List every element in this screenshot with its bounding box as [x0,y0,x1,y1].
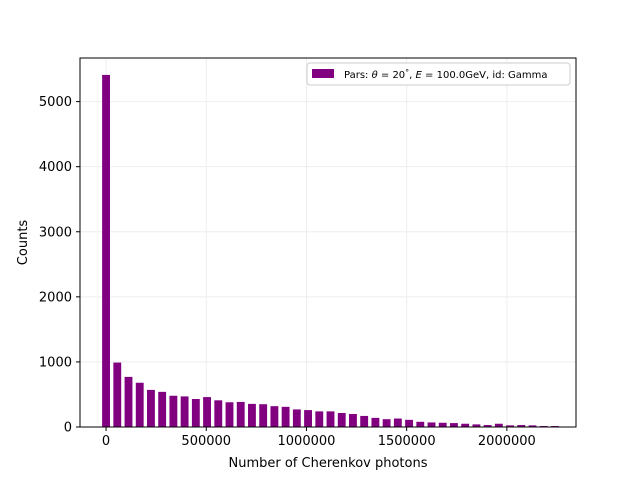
y-tick-label: 4000 [39,160,72,175]
legend-energy-symbol: E [416,70,423,81]
y-tick-label: 3000 [39,225,72,240]
grid-lines [80,58,576,428]
histogram-bar [304,410,312,427]
histogram-bar [461,423,470,427]
histogram-bar [113,362,122,427]
legend-prefix: Pars: [344,70,372,81]
histogram-bar [326,411,335,427]
histogram-bar [483,425,492,427]
histogram-bar [169,395,178,427]
x-tick-label: 0 [102,434,110,449]
x-tick-label: 1500000 [378,434,436,449]
histogram-bar [382,419,391,427]
histogram-bar [292,409,301,427]
histogram-bar [506,425,514,427]
y-tick-label: 0 [64,421,72,436]
histogram-bar [494,423,503,427]
histogram-bar [393,418,402,427]
histogram-bar [102,74,110,428]
histogram-bar [438,422,447,427]
x-tick-label: 500000 [181,434,231,449]
legend-separator: , [409,70,415,81]
histogram-bar [180,396,189,427]
x-axis-ticks: 0 500000 1000000 1500000 2000000 [102,427,536,449]
histogram-bar [147,389,155,427]
histogram-bar [450,423,458,427]
histogram-bar [416,421,425,427]
histogram-bar [337,413,346,427]
histogram-bar [349,413,357,427]
histogram-bar [360,415,369,427]
histogram-bar [259,404,268,427]
histogram-bar [315,411,324,427]
histogram-bar [405,419,413,427]
histogram-bar [248,403,256,427]
legend-box [306,62,571,86]
legend-theta-value: = 20 [378,70,405,81]
histogram-bar [371,417,380,427]
histogram-bar [135,382,144,427]
histogram-bar [203,397,211,427]
x-axis-label: Number of Cherenkov photons [229,456,428,471]
bars [102,74,559,428]
y-axis-label: Counts [16,220,31,266]
histogram-bar [281,406,290,427]
histogram-bar [517,425,526,427]
y-tick-label: 2000 [39,290,72,305]
histogram-bar [158,391,167,427]
histogram-bar [191,399,200,427]
legend-label: Pars: θ = 20°, E = 100.0GeV, id: Gamma [344,68,547,81]
histogram-bar [236,401,245,427]
plot-frame [79,57,577,428]
x-tick-label: 2000000 [478,434,536,449]
legend-degree: ° [405,68,409,77]
histogram-bar [427,422,436,427]
histogram-bar [270,406,279,427]
histogram-bar [225,402,234,427]
y-axis-ticks: 0 1000 2000 3000 4000 5000 [39,95,80,436]
histogram-bar [214,400,223,427]
legend: Pars: θ = 20°, E = 100.0GeV, id: Gamma [306,62,571,86]
histogram-bar [528,425,537,427]
legend-swatch [312,69,334,78]
legend-theta-symbol: θ [372,70,378,81]
legend-energy-value: = 100.0GeV, id: Gamma [422,70,548,81]
histogram-bar [124,376,133,427]
histogram-bar [472,424,481,427]
y-tick-label: 5000 [39,95,72,110]
x-tick-label: 1000000 [278,434,336,449]
y-tick-label: 1000 [39,355,72,370]
